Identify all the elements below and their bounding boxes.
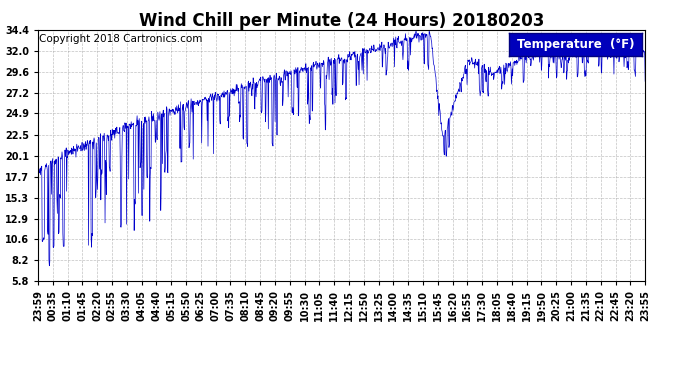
Title: Wind Chill per Minute (24 Hours) 20180203: Wind Chill per Minute (24 Hours) 2018020… — [139, 12, 544, 30]
Text: Copyright 2018 Cartronics.com: Copyright 2018 Cartronics.com — [39, 34, 203, 44]
